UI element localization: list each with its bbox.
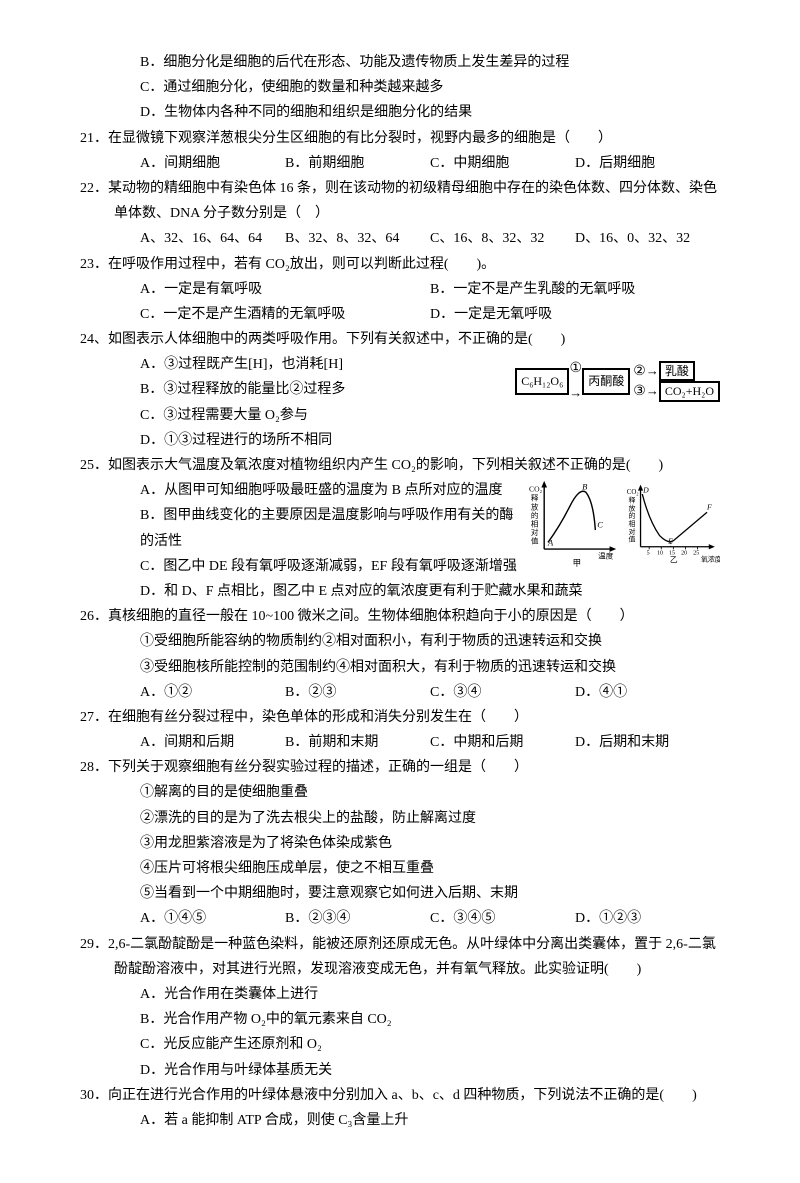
q24-diagram: C₆H₁₂O₆ ①→ 丙酮酸 ②→乳酸 ③→CO₂+H₂O bbox=[515, 356, 720, 406]
q27-a: A．间期和后期 bbox=[140, 730, 285, 755]
q28-s5: ⑤当看到一个中期细胞时，要注意观察它如何进入后期、末期 bbox=[80, 881, 720, 906]
question-22: 22．某动物的精细胞中有染色体 16 条，则在该动物的初级精母细胞中存在的染色体… bbox=[80, 176, 720, 226]
q22-d: D、16、0、32、32 bbox=[575, 226, 720, 251]
options-28: A．①④⑤ B．②③④ C．③④⑤ D．①②③ bbox=[80, 906, 720, 931]
q26-d: D．④① bbox=[575, 680, 720, 705]
question-30: 30．向正在进行光合作用的叶绿体悬液中分别加入 a、b、c、d 四种物质，下列说… bbox=[80, 1083, 720, 1108]
options-21: A．间期细胞 B．前期细胞 C．中期细胞 D．后期细胞 bbox=[80, 151, 720, 176]
q21-d: D．后期细胞 bbox=[575, 151, 720, 176]
svg-text:10: 10 bbox=[657, 551, 663, 557]
svg-text:F: F bbox=[706, 503, 712, 512]
q25-charts: A B C CO₂ 释放 的相 对值 温度 甲 D E F CO₂ 释放 的相 … bbox=[527, 478, 721, 577]
svg-text:A: A bbox=[546, 537, 553, 547]
q22-a: A、32、16、64、64 bbox=[140, 226, 285, 251]
options-26: A．①② B．②③ C．③④ D．④① bbox=[80, 680, 720, 705]
svg-text:CO₂: CO₂ bbox=[627, 489, 640, 496]
svg-text:的: 的 bbox=[628, 511, 635, 520]
question-28: 28．下列关于观察细胞有丝分裂实验过程的描述，正确的一组是（ ） bbox=[80, 755, 720, 780]
svg-text:值: 值 bbox=[628, 535, 635, 544]
q27-d: D．后期和末期 bbox=[575, 730, 720, 755]
q28-c: C．③④⑤ bbox=[430, 906, 575, 931]
q24-d: D．①③过程进行的场所不相同 bbox=[80, 428, 720, 453]
prior-option-c: C．通过细胞分化，使细胞的数量和种类越来越多 bbox=[80, 75, 720, 100]
q29-d: D．光合作用与叶绿体基质无关 bbox=[80, 1058, 720, 1083]
q29-b: B．光合作用产物 O₂中的氧元素来自 CO₂ bbox=[80, 1007, 720, 1032]
svg-text:的: 的 bbox=[530, 510, 538, 520]
svg-text:放: 放 bbox=[530, 501, 538, 511]
q28-s3: ③用龙胆紫溶液是为了将染色体染成紫色 bbox=[80, 831, 720, 856]
arrow-icon: → bbox=[646, 363, 659, 378]
question-21: 21．在显微镜下观察洋葱根尖分生区细胞的有比分裂时，视野内最多的细胞是（ ） bbox=[80, 126, 720, 151]
q28-s1: ①解离的目的是使细胞重叠 bbox=[80, 780, 720, 805]
options-22: A、32、16、64、64 B、32、8、32、64 C、16、8、32、32 … bbox=[80, 226, 720, 251]
q23-b: B．一定不是产生乳酸的无氧呼吸 bbox=[430, 277, 720, 302]
q28-s4: ④压片可将根尖细胞压成单层，使之不相互重叠 bbox=[80, 856, 720, 881]
svg-text:25: 25 bbox=[693, 551, 699, 557]
svg-text:放: 放 bbox=[628, 504, 635, 513]
q29-c: C．光反应能产生还原剂和 O₂ bbox=[80, 1032, 720, 1057]
prior-option-d: D．生物体内各种不同的细胞和组织是细胞分化的结果 bbox=[80, 100, 720, 125]
svg-text:氧浓度: 氧浓度 bbox=[701, 555, 720, 564]
q21-b: B．前期细胞 bbox=[285, 151, 430, 176]
q24-box4: CO₂+H₂O bbox=[659, 381, 720, 401]
q28-a: A．①④⑤ bbox=[140, 906, 285, 931]
q24-box1: C₆H₁₂O₆ bbox=[515, 368, 569, 396]
q25-d: D．和 D、F 点相比，图乙中 E 点对应的氧浓度更有利于贮藏水果和蔬菜 bbox=[80, 579, 720, 604]
question-27: 27．在细胞有丝分裂过程中，染色单体的形成和消失分别发生在（ ） bbox=[80, 705, 720, 730]
svg-text:E: E bbox=[667, 536, 673, 545]
question-25: 25．如图表示大气温度及氧浓度对植物组织内产生 CO₂的影响，下列相关叙述不正确… bbox=[80, 453, 720, 478]
svg-text:C: C bbox=[597, 519, 603, 529]
q22-c: C、16、8、32、32 bbox=[430, 226, 575, 251]
q23-d: D．一定是无氧呼吸 bbox=[430, 302, 720, 327]
options-27: A．间期和后期 B．前期和末期 C．中期和后期 D．后期和末期 bbox=[80, 730, 720, 755]
q25-chart1: A B C CO₂ 释放 的相 对值 温度 甲 bbox=[527, 478, 622, 577]
svg-text:B: B bbox=[582, 482, 588, 492]
q26-c: C．③④ bbox=[430, 680, 575, 705]
svg-text:甲: 甲 bbox=[572, 558, 581, 568]
question-24: 24、如图表示人体细胞中的两类呼吸作用。下列有关叙述中，不正确的是( ) bbox=[80, 327, 720, 352]
q27-c: C．中期和后期 bbox=[430, 730, 575, 755]
q23-a: A．一定是有氧呼吸 bbox=[140, 277, 430, 302]
svg-text:释: 释 bbox=[628, 497, 635, 505]
svg-text:5: 5 bbox=[647, 551, 650, 557]
svg-text:对: 对 bbox=[628, 527, 635, 536]
q21-c: C．中期细胞 bbox=[430, 151, 575, 176]
prior-option-b: B．细胞分化是细胞的后代在形态、功能及遗传物质上发生差异的过程 bbox=[80, 50, 720, 75]
q28-s2: ②漂洗的目的是为了洗去根尖上的盐酸，防止解离过度 bbox=[80, 806, 720, 831]
q25-chart2: D E F CO₂ 释放 的相 对值 510 1520 25 氧浓度 乙 bbox=[625, 478, 720, 577]
q26-s1: ①受细胞所能容纳的物质制约②相对面积小，有利于物质的迅速转运和交换 bbox=[80, 629, 720, 654]
question-23: 23．在呼吸作用过程中，若有 CO₂放出，则可以判断此过程( )。 bbox=[80, 252, 720, 277]
q24-num2: ② bbox=[633, 364, 646, 379]
svg-text:CO₂: CO₂ bbox=[529, 484, 543, 493]
q27-b: B．前期和末期 bbox=[285, 730, 430, 755]
svg-text:乙: 乙 bbox=[670, 555, 678, 564]
q23-c: C．一定不是产生酒精的无氧呼吸 bbox=[140, 302, 430, 327]
svg-text:温度: 温度 bbox=[598, 551, 614, 561]
q26-b: B．②③ bbox=[285, 680, 430, 705]
question-29: 29．2,6-二氯酚靛酚是一种蓝色染料，能被还原剂还原成无色。从叶绿体中分离出类… bbox=[80, 932, 720, 982]
q24-num1: ① bbox=[570, 361, 583, 376]
q24-num3: ③ bbox=[633, 384, 646, 399]
q29-a: A．光合作用在类囊体上进行 bbox=[80, 982, 720, 1007]
svg-text:相: 相 bbox=[530, 519, 538, 529]
svg-text:D: D bbox=[642, 486, 649, 495]
arrow-icon: → bbox=[646, 383, 659, 398]
q26-a: A．①② bbox=[140, 680, 285, 705]
svg-text:对: 对 bbox=[530, 527, 538, 537]
svg-text:相: 相 bbox=[628, 519, 635, 528]
q26-s2: ③受细胞核所能控制的范围制约④相对面积大，有利于物质的迅速转运和交换 bbox=[80, 655, 720, 680]
options-23-row1: A．一定是有氧呼吸 B．一定不是产生乳酸的无氧呼吸 bbox=[80, 277, 720, 302]
svg-text:20: 20 bbox=[681, 551, 687, 557]
q24-box3: 乳酸 bbox=[659, 361, 695, 381]
q28-b: B．②③④ bbox=[285, 906, 430, 931]
q30-a: A．若 a 能抑制 ATP 合成，则使 C₃含量上升 bbox=[80, 1108, 720, 1133]
q24-box2: 丙酮酸 bbox=[582, 368, 630, 396]
q21-a: A．间期细胞 bbox=[140, 151, 285, 176]
svg-text:值: 值 bbox=[530, 536, 538, 546]
question-26: 26．真核细胞的直径一般在 10~100 微米之间。生物体细胞体积趋向于小的原因… bbox=[80, 604, 720, 629]
options-23-row2: C．一定不是产生酒精的无氧呼吸 D．一定是无氧呼吸 bbox=[80, 302, 720, 327]
q28-d: D．①②③ bbox=[575, 906, 720, 931]
q22-b: B、32、8、32、64 bbox=[285, 226, 430, 251]
arrow-icon: → bbox=[569, 385, 582, 400]
